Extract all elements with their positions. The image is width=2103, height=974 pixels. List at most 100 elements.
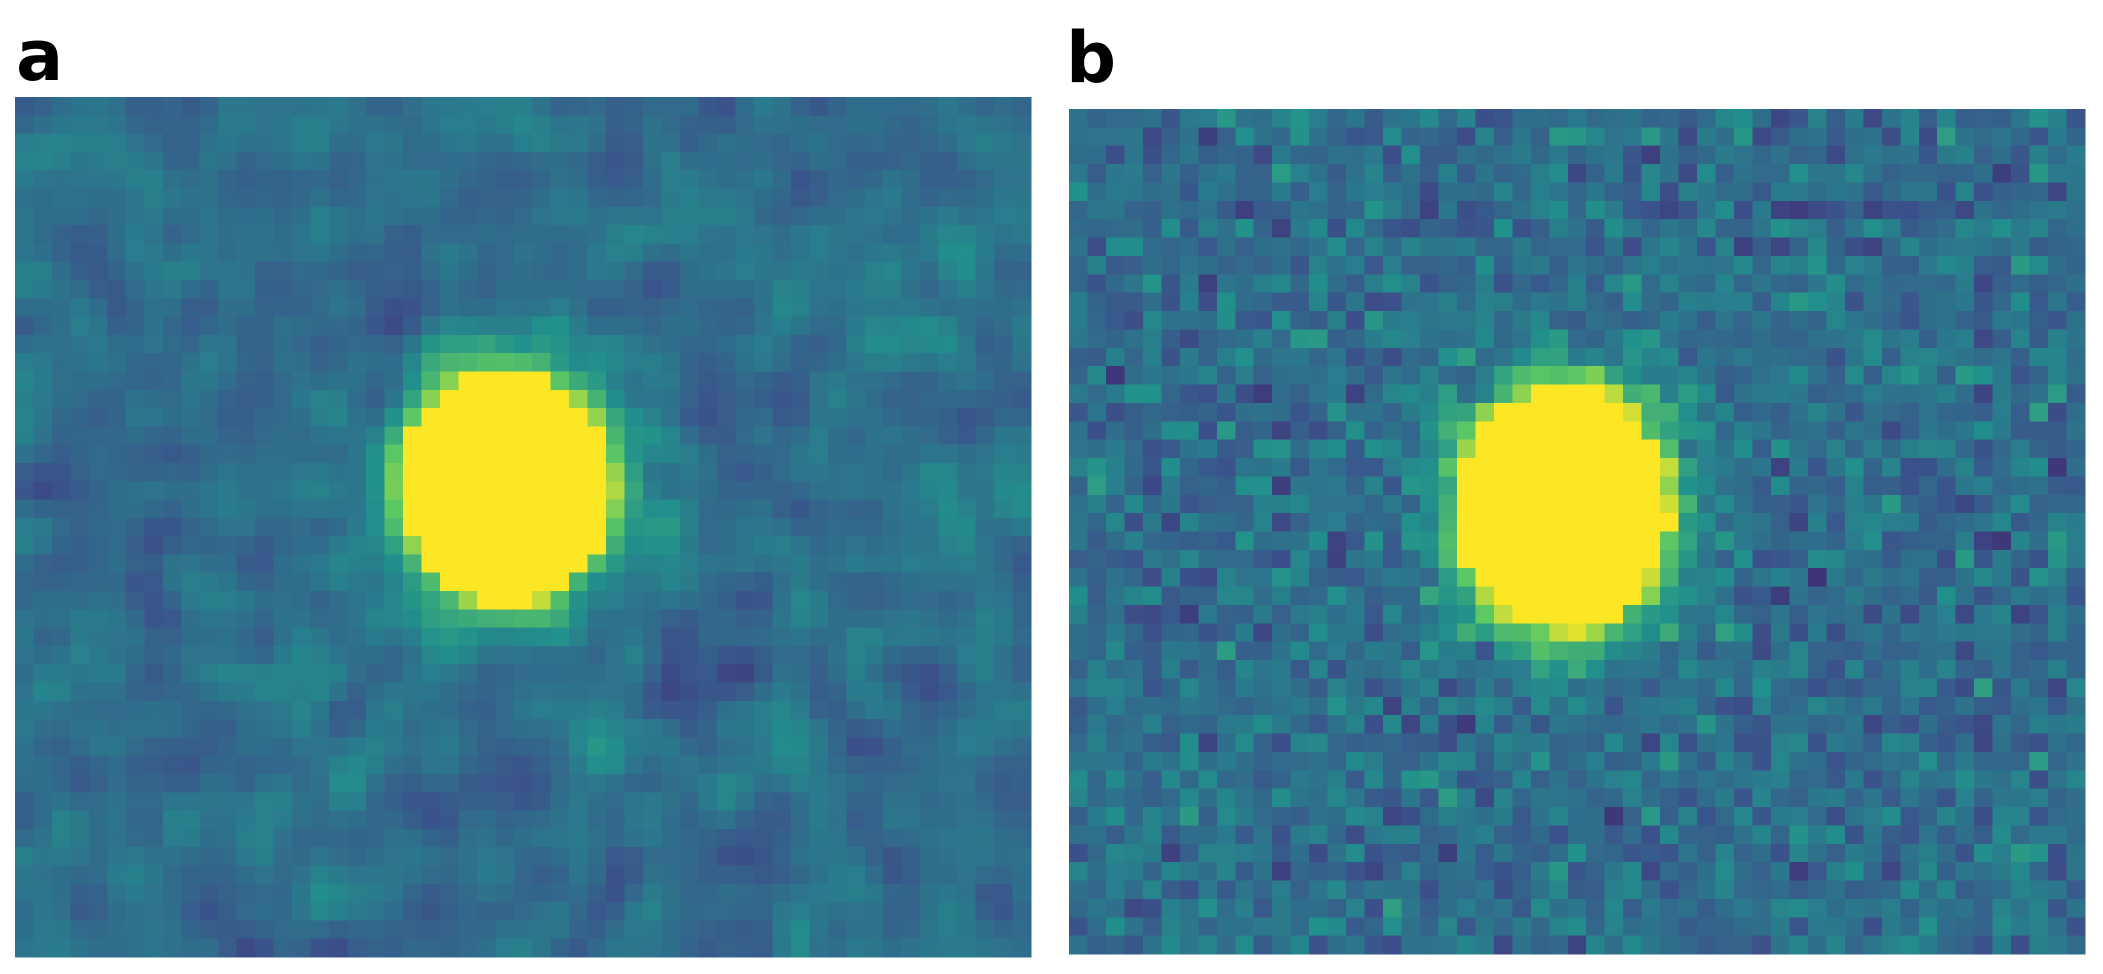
image-pixel <box>994 719 1014 739</box>
image-pixel <box>569 115 589 135</box>
image-pixel <box>938 591 958 610</box>
panel-label: b <box>1066 17 1116 99</box>
image-pixel <box>753 206 773 226</box>
image-pixel <box>569 700 589 720</box>
image-pixel <box>1734 898 1754 918</box>
image-pixel <box>1623 862 1643 882</box>
image-pixel <box>125 426 145 446</box>
image-pixel <box>1586 586 1606 606</box>
image-pixel <box>125 151 145 171</box>
image-pixel <box>1346 329 1366 349</box>
image-pixel <box>846 774 866 793</box>
image-pixel <box>1105 274 1126 294</box>
image-pixel <box>329 938 349 958</box>
image-pixel <box>458 645 478 665</box>
image-pixel <box>144 828 164 848</box>
image-pixel <box>218 902 238 922</box>
image-pixel <box>162 115 182 135</box>
image-pixel <box>1272 127 1292 147</box>
image-pixel <box>698 517 718 537</box>
image-pixel <box>1493 164 1513 184</box>
image-pixel <box>809 737 829 757</box>
image-pixel <box>957 334 977 354</box>
image-pixel <box>920 902 940 922</box>
image-pixel <box>532 97 552 116</box>
image-pixel <box>1734 513 1754 533</box>
image-pixel <box>439 389 459 409</box>
image-pixel <box>735 444 755 464</box>
image-pixel <box>1364 458 1384 477</box>
image-pixel <box>384 920 404 940</box>
image-pixel <box>883 883 903 903</box>
image-pixel <box>957 591 977 610</box>
image-pixel <box>716 700 737 720</box>
image-pixel <box>624 499 644 519</box>
image-pixel <box>1198 421 1218 441</box>
image-pixel <box>70 261 90 281</box>
image-pixel <box>1456 476 1476 496</box>
image-pixel <box>846 664 866 684</box>
image-pixel <box>33 334 53 354</box>
image-pixel <box>15 609 35 629</box>
image-pixel <box>624 645 644 665</box>
image-pixel <box>1807 347 1827 367</box>
image-pixel <box>1586 623 1606 643</box>
image-pixel <box>292 865 312 885</box>
image-pixel <box>125 481 145 501</box>
image-pixel <box>957 627 977 647</box>
image-pixel <box>1807 513 1827 533</box>
image-pixel <box>70 883 90 903</box>
image-pixel <box>1549 715 1569 735</box>
image-pixel <box>144 97 164 116</box>
image-pixel <box>846 883 866 903</box>
image-pixel <box>1697 733 1717 753</box>
image-pixel <box>384 774 404 793</box>
image-pixel <box>236 865 256 885</box>
image-pixel <box>1401 182 1421 202</box>
image-pixel <box>125 115 145 135</box>
image-pixel <box>2066 696 2086 716</box>
image-pixel <box>1419 200 1440 220</box>
image-pixel <box>1272 733 1292 753</box>
image-pixel <box>347 664 367 684</box>
image-pixel <box>1807 715 1827 735</box>
image-pixel <box>975 499 995 519</box>
image-pixel <box>1623 641 1643 661</box>
image-pixel <box>846 938 866 958</box>
image-pixel <box>920 536 940 556</box>
image-pixel <box>698 755 718 775</box>
image-pixel <box>587 554 607 574</box>
image-pixel <box>809 206 829 226</box>
image-pixel <box>1530 219 1550 239</box>
image-pixel <box>347 847 367 867</box>
image-pixel <box>1087 843 1107 863</box>
image-pixel <box>1715 825 1735 845</box>
image-pixel <box>218 536 238 556</box>
image-pixel <box>365 774 386 793</box>
image-pixel <box>2011 660 2031 680</box>
image-pixel <box>1512 458 1532 477</box>
image-pixel <box>1826 604 1846 624</box>
image-pixel <box>218 133 238 153</box>
image-pixel <box>1087 255 1107 275</box>
image-pixel <box>2066 292 2086 312</box>
image-pixel <box>1678 494 1698 514</box>
image-pixel <box>1327 219 1347 239</box>
image-pixel <box>421 243 441 263</box>
image-pixel <box>1992 494 2012 514</box>
image-pixel <box>1419 329 1440 349</box>
image-pixel <box>1235 274 1255 294</box>
image-pixel <box>1881 402 1901 422</box>
image-pixel <box>2066 715 2086 735</box>
image-pixel <box>1955 641 1975 661</box>
image-pixel <box>1161 696 1181 716</box>
image-pixel <box>329 517 349 537</box>
image-pixel <box>1493 770 1513 790</box>
image-pixel <box>1992 145 2012 165</box>
image-pixel <box>181 353 201 373</box>
image-pixel <box>606 426 626 446</box>
image-pixel <box>476 609 496 629</box>
image-pixel <box>2029 843 2049 863</box>
image-pixel <box>2066 237 2086 257</box>
image-pixel <box>162 828 182 848</box>
